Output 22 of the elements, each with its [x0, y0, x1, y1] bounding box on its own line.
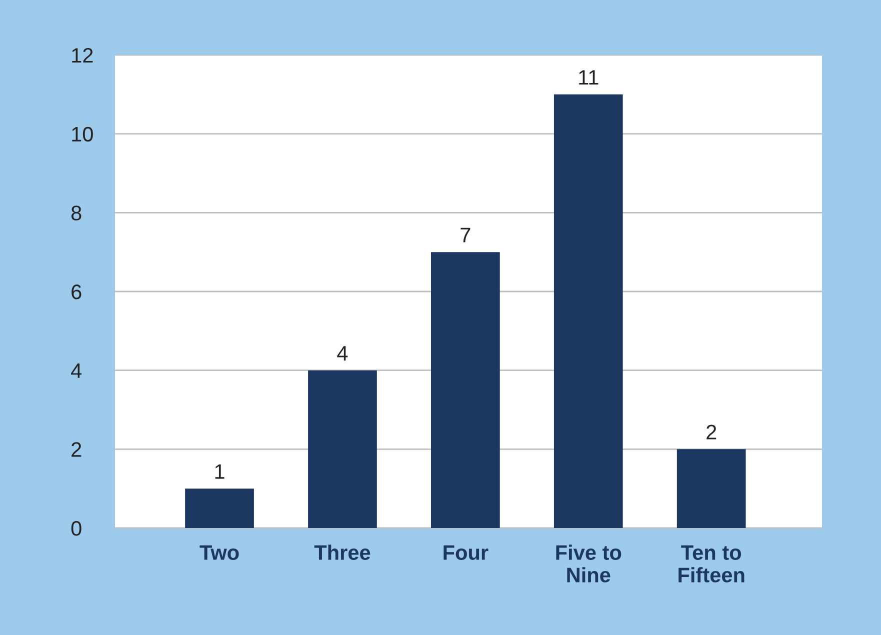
data-label: 7 [460, 228, 470, 242]
y-tick-label: 6 [72, 284, 82, 300]
y-tick-label: 10 [72, 126, 93, 142]
x-tick-label: Three [314, 544, 370, 560]
data-label: 2 [706, 424, 716, 440]
x-tick-label: Four [444, 545, 488, 560]
y-tick-label: 8 [71, 206, 82, 220]
bar [308, 370, 377, 528]
data-label: 1 [215, 464, 224, 479]
data-label: 4 [337, 346, 348, 360]
y-tick-label: 12 [72, 48, 93, 63]
bar [676, 449, 746, 528]
y-tick-label: 0 [71, 521, 82, 536]
x-tick-label: Ten to Fifteen [678, 545, 744, 582]
y-tick-label: 2 [72, 442, 82, 457]
bar [431, 252, 500, 528]
bar [554, 94, 623, 528]
x-tick-label: Two [200, 545, 239, 560]
bar [185, 488, 254, 528]
y-tick-label: 4 [71, 364, 82, 378]
x-tick-label: Five to Nine [556, 544, 622, 582]
data-label: 11 [579, 70, 598, 85]
